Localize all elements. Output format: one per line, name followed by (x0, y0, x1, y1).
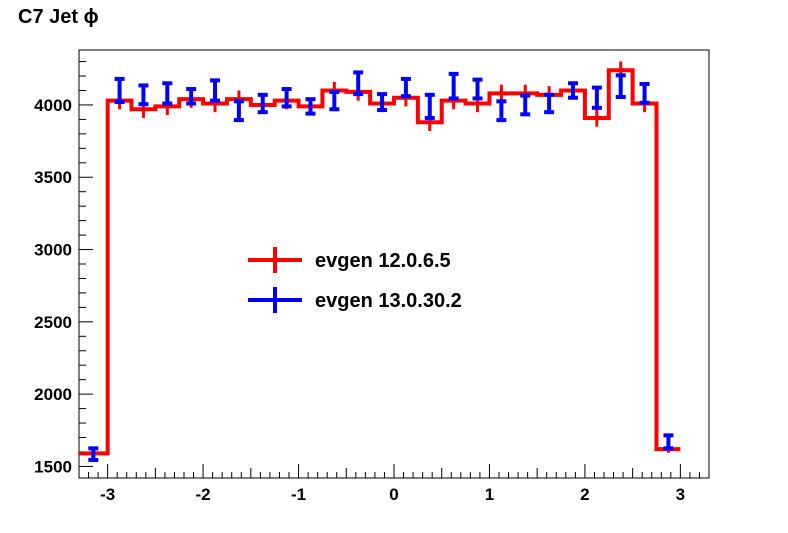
y-tick-label: 4000 (34, 96, 72, 115)
series-layer (79, 61, 681, 462)
blue-data-point (114, 76, 125, 105)
blue-data-point (257, 92, 268, 115)
blue-data-point (520, 93, 531, 117)
blue-data-point (615, 73, 626, 99)
blue-data-point (448, 71, 459, 101)
blue-data-point (186, 87, 197, 106)
blue-data-point (496, 99, 507, 123)
blue-data-point (663, 433, 674, 451)
legend-label: evgen 13.0.30.2 (315, 290, 462, 312)
blue-data-point (233, 99, 244, 123)
y-tick-label: 3500 (34, 168, 72, 187)
x-tick-label: 2 (580, 485, 589, 504)
blue-data-point (138, 83, 149, 107)
blue-data-point (162, 81, 173, 106)
legend-entry: evgen 13.0.30.2 (248, 287, 462, 313)
x-tick-label: 0 (389, 485, 398, 504)
blue-data-point (472, 77, 483, 101)
blue-data-point (88, 446, 99, 462)
y-tick-label: 3000 (34, 241, 72, 260)
legend-entry: evgen 12.0.6.5 (248, 247, 451, 273)
blue-data-point (353, 70, 364, 97)
blue-data-point (591, 85, 602, 110)
y-tick-label: 2500 (34, 313, 72, 332)
x-tick-label: 3 (676, 485, 685, 504)
x-tick-label: 1 (485, 485, 494, 504)
blue-data-point (210, 78, 221, 103)
blue-data-point (329, 89, 340, 112)
blue-data-point (377, 92, 388, 113)
blue-data-point (567, 81, 578, 100)
axes: 1500 2000 2500 3000 3500 4000 -3 -2 -1 0 1 2 3 (34, 61, 700, 504)
blue-data-point (281, 87, 292, 109)
blue-data-point (639, 81, 650, 105)
blue-data-point (400, 76, 411, 99)
y-tick-label: 1500 (34, 457, 72, 476)
chart-title: C7 Jet ϕ (18, 6, 99, 28)
legend: evgen 12.0.6.5 evgen 13.0.30.2 (248, 247, 462, 313)
blue-data-point (305, 97, 316, 116)
x-tick-label: -1 (291, 485, 306, 504)
legend-label: evgen 12.0.6.5 (315, 250, 451, 272)
x-tick-label: -3 (100, 485, 115, 504)
blue-data-point (424, 92, 435, 120)
blue-data-point (544, 92, 555, 115)
y-tick-label: 2000 (34, 385, 72, 404)
red-histogram-line (79, 68, 681, 456)
x-tick-label: -2 (196, 485, 211, 504)
